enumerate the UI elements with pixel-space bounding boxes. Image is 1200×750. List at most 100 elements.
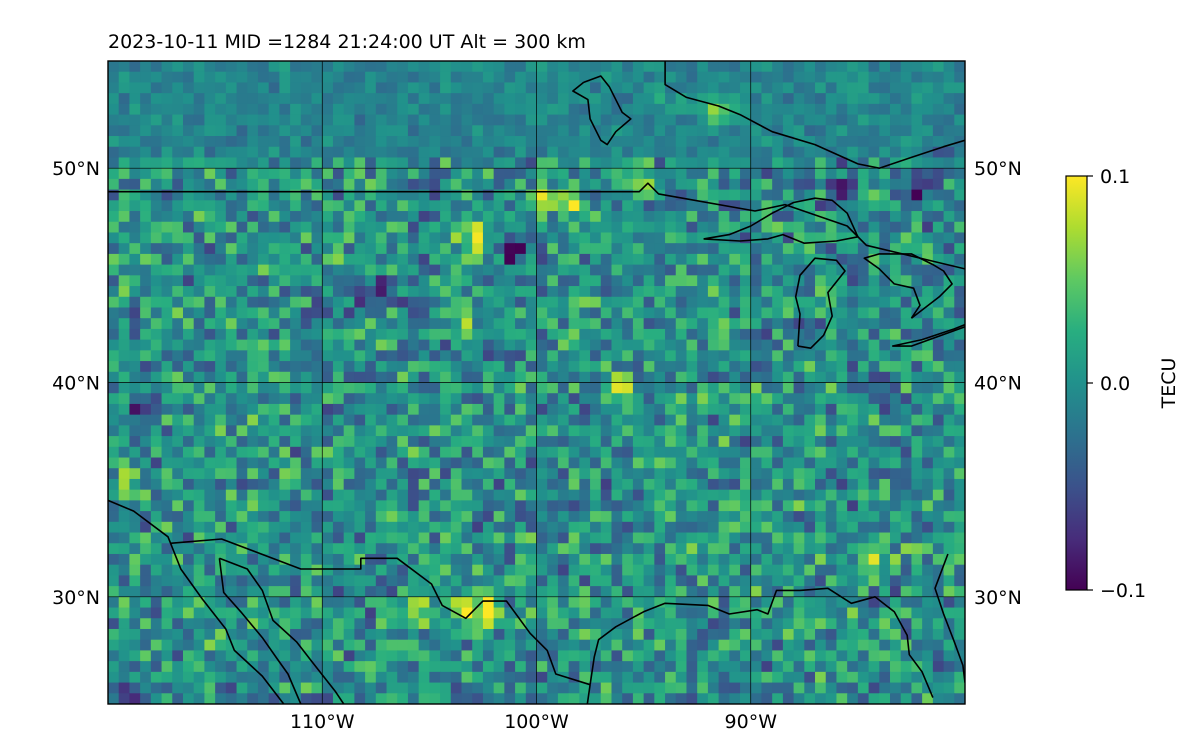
heatmap-cell xyxy=(300,157,313,169)
heatmap-cell xyxy=(836,436,848,448)
heatmap-cell xyxy=(922,296,934,309)
heatmap-cell xyxy=(686,414,698,426)
heatmap-cell xyxy=(300,671,313,684)
heatmap-cell xyxy=(825,650,838,662)
heatmap-cell xyxy=(118,661,131,673)
heatmap-cell xyxy=(290,200,302,212)
heatmap-cell xyxy=(215,200,227,212)
heatmap-cell xyxy=(461,553,473,566)
heatmap-cell xyxy=(782,189,795,201)
heatmap-cell xyxy=(686,339,698,351)
heatmap-cell xyxy=(236,468,248,480)
heatmap-cell xyxy=(590,350,602,362)
heatmap-cell xyxy=(322,286,334,298)
heatmap-cell xyxy=(236,339,248,351)
heatmap-cell xyxy=(172,661,184,673)
heatmap-cell xyxy=(150,296,163,309)
heatmap-cell xyxy=(418,500,430,512)
heatmap-cell xyxy=(793,564,805,576)
heatmap-cell xyxy=(611,532,623,544)
heatmap-cell xyxy=(268,457,280,469)
heatmap-cell xyxy=(804,103,816,116)
heatmap-cell xyxy=(204,436,216,448)
heatmap-cell xyxy=(836,382,848,394)
heatmap-cell xyxy=(215,436,227,448)
heatmap-cell xyxy=(225,489,238,501)
heatmap-cell xyxy=(215,403,227,416)
heatmap-cell xyxy=(450,307,463,319)
heatmap-cell xyxy=(718,328,730,341)
heatmap-cell xyxy=(236,371,248,384)
heatmap-cell xyxy=(579,328,591,341)
heatmap-cell xyxy=(472,275,484,287)
heatmap-cell xyxy=(847,671,859,684)
heatmap-cell xyxy=(654,286,666,298)
heatmap-cell xyxy=(847,607,859,619)
heatmap-cell xyxy=(911,253,923,266)
heatmap-cell xyxy=(536,553,548,566)
heatmap-cell xyxy=(332,253,345,266)
heatmap-cell xyxy=(215,296,227,309)
heatmap-cell xyxy=(504,425,516,437)
heatmap-cell xyxy=(804,489,816,501)
heatmap-cell xyxy=(600,157,613,169)
heatmap-cell xyxy=(654,661,666,673)
heatmap-cell xyxy=(590,168,602,180)
heatmap-cell xyxy=(525,339,538,351)
heatmap-cell xyxy=(429,371,441,384)
heatmap-cell xyxy=(375,628,388,641)
heatmap-cell xyxy=(750,296,763,309)
heatmap-cell xyxy=(686,275,698,287)
heatmap-cell xyxy=(857,521,870,534)
heatmap-cell xyxy=(536,628,548,641)
heatmap-cell xyxy=(750,414,763,426)
heatmap-cell xyxy=(643,639,655,652)
heatmap-cell xyxy=(536,371,548,384)
heatmap-cell xyxy=(386,393,398,405)
heatmap-cell xyxy=(686,146,698,159)
heatmap-cell xyxy=(900,103,913,116)
heatmap-cell xyxy=(482,189,495,201)
heatmap-cell xyxy=(750,264,763,276)
heatmap-cell xyxy=(729,628,741,641)
heatmap-cell xyxy=(182,478,195,491)
heatmap-cell xyxy=(365,71,377,84)
heatmap-cell xyxy=(847,125,859,137)
heatmap-cell xyxy=(193,575,206,587)
heatmap-cell xyxy=(397,61,409,73)
heatmap-cell xyxy=(375,339,388,351)
heatmap-cell xyxy=(268,543,280,555)
heatmap-cell xyxy=(697,446,709,459)
heatmap-cell xyxy=(590,114,602,126)
heatmap-cell xyxy=(482,532,495,544)
heatmap-cell xyxy=(386,457,398,469)
heatmap-cell xyxy=(129,168,141,180)
heatmap-cell xyxy=(300,221,313,234)
heatmap-cell xyxy=(332,146,345,159)
heatmap-cell xyxy=(140,200,152,212)
heatmap-cell xyxy=(547,211,559,223)
heatmap-cell xyxy=(772,553,784,566)
heatmap-cell xyxy=(397,103,409,116)
heatmap-cell xyxy=(354,478,366,491)
heatmap-cell xyxy=(257,478,270,491)
heatmap-cell xyxy=(204,661,216,673)
heatmap-cell xyxy=(536,650,548,662)
heatmap-cell xyxy=(397,446,409,459)
heatmap-cell xyxy=(215,682,227,694)
heatmap-cell xyxy=(804,436,816,448)
heatmap-cell xyxy=(922,607,934,619)
heatmap-cell xyxy=(761,511,773,523)
heatmap-cell xyxy=(215,596,227,609)
heatmap-cell xyxy=(729,82,741,94)
heatmap-cell xyxy=(311,489,323,501)
heatmap-cell xyxy=(890,93,902,105)
heatmap-cell xyxy=(311,211,323,223)
heatmap-cell xyxy=(322,564,334,576)
heatmap-cell xyxy=(579,436,591,448)
heatmap-cell xyxy=(290,136,302,148)
heatmap-cell xyxy=(622,425,634,437)
heatmap-cell xyxy=(868,639,880,652)
heatmap-cell xyxy=(407,682,420,694)
heatmap-cell xyxy=(943,82,955,94)
